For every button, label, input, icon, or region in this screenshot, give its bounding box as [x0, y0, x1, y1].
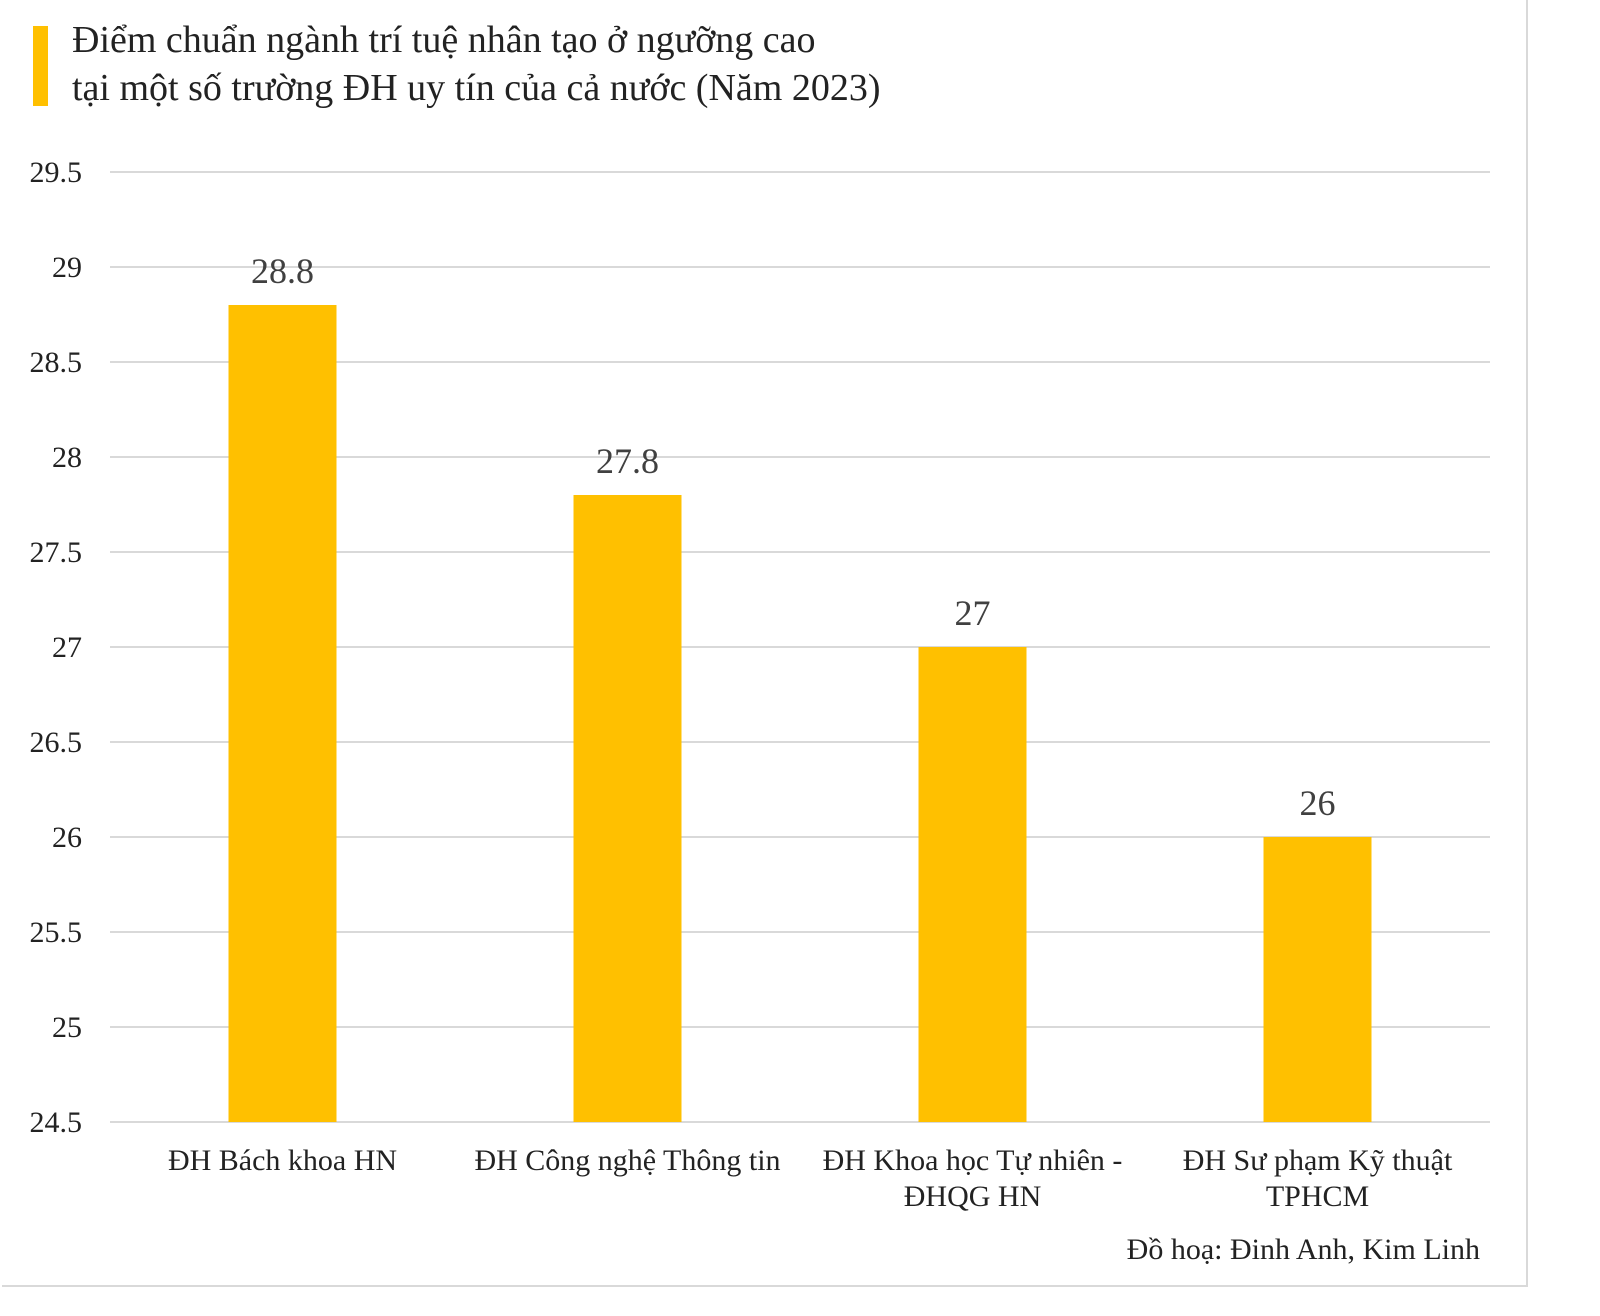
- chart-title-line-1: Điểm chuẩn ngành trí tuệ nhân tạo ở ngưỡ…: [72, 19, 816, 61]
- bar: [573, 495, 682, 1122]
- x-category-label: ĐH Khoa học Tự nhiên -: [823, 1144, 1123, 1177]
- graphic-credit: Đồ hoạ: Đinh Anh, Kim Linh: [1126, 1233, 1480, 1266]
- bar: [228, 305, 337, 1122]
- bar: [1263, 837, 1372, 1122]
- chart-title-line-2: tại một số trường ĐH uy tín của cả nước …: [72, 67, 881, 109]
- data-label: 26: [1300, 783, 1336, 823]
- y-tick-label: 26.5: [30, 726, 83, 759]
- data-label: 28.8: [251, 251, 314, 291]
- y-tick-label: 25: [52, 1011, 82, 1044]
- y-tick-label: 24.5: [30, 1106, 83, 1139]
- y-tick-label: 27.5: [30, 536, 83, 569]
- y-tick-label: 29: [52, 251, 82, 284]
- title-accent-bar: [33, 26, 48, 106]
- bar: [918, 647, 1027, 1122]
- y-tick-label: 29.5: [30, 156, 83, 189]
- y-tick-label: 27: [52, 631, 82, 664]
- y-tick-label: 28.5: [30, 346, 83, 379]
- x-category-label: ĐH Bách khoa HN: [168, 1144, 397, 1177]
- x-category-label: ĐHQG HN: [904, 1180, 1042, 1213]
- x-category-label: ĐH Công nghệ Thông tin: [474, 1144, 780, 1177]
- y-tick-label: 25.5: [30, 916, 83, 949]
- chart-title: Điểm chuẩn ngành trí tuệ nhân tạo ở ngưỡ…: [72, 16, 880, 112]
- x-category-label: ĐH Sư phạm Kỹ thuật: [1183, 1144, 1453, 1177]
- data-label: 27.8: [596, 441, 659, 481]
- y-tick-label: 28: [52, 441, 82, 474]
- y-tick-label: 26: [52, 821, 82, 854]
- data-label: 27: [955, 593, 991, 633]
- x-category-label: TPHCM: [1266, 1180, 1369, 1213]
